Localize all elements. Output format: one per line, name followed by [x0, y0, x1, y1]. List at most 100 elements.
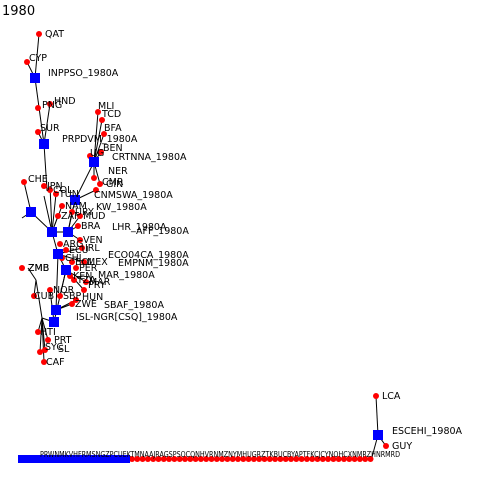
- country-label-zmb: ZMB: [28, 263, 49, 274]
- country-label-caf: CAF: [46, 357, 65, 368]
- country-node-zmb: [19, 265, 25, 271]
- strip-node: [303, 456, 310, 462]
- country-label-ken: KEN: [73, 271, 92, 282]
- country-label-ven: VEN: [83, 235, 103, 246]
- country-node-zaf: [55, 213, 61, 219]
- cluster-nodes: [26, 73, 383, 440]
- cluster-node-inppso: [30, 73, 40, 83]
- cluster-node-kw: [26, 207, 36, 217]
- strip-node: [182, 456, 188, 462]
- strip-node: [272, 456, 279, 462]
- country-node-mex: [81, 259, 87, 265]
- strip-node: [309, 456, 316, 462]
- country-label-hnd: HND: [54, 96, 76, 107]
- country-label-tcd: TCD: [101, 109, 121, 120]
- country-node-hnd: [47, 101, 53, 107]
- cluster-label-inppso: INPPSO_1980A: [48, 68, 119, 79]
- country-label-bfa: BFA: [104, 123, 122, 134]
- country-label-nor: NOR: [53, 285, 75, 296]
- country-label-gin: GIN: [106, 179, 123, 190]
- country-node-bra: [75, 223, 81, 229]
- strip-node: [171, 456, 178, 462]
- country-label-zaf: ZAF: [61, 211, 79, 222]
- country-node-nam: [59, 203, 65, 209]
- strip-node: [150, 456, 157, 462]
- country-node-ben: [98, 149, 104, 155]
- cluster-label-mar: MAR_1980A: [98, 270, 155, 281]
- country-label-lca: LCA: [382, 391, 401, 402]
- country-label-sbp: SBP: [63, 291, 82, 302]
- country-node-syc: [42, 347, 48, 353]
- country-label-arg: ARG: [63, 239, 83, 250]
- country-label-mar: MAR: [89, 277, 111, 288]
- country-label-ner: NER: [108, 166, 128, 177]
- country-label-cmr: CMR: [102, 177, 124, 188]
- strip-node: [250, 456, 257, 462]
- country-label-mud: MUD: [83, 211, 105, 222]
- strip-node: [261, 456, 268, 462]
- country-node-pry: [81, 287, 87, 293]
- country-label-zmb: ZMB: [28, 263, 49, 274]
- cluster-node-escehi: [373, 430, 383, 440]
- country-label-nam: NAM: [65, 201, 87, 212]
- country-label-bra: BRA: [81, 221, 101, 232]
- country-label-bol: BOL: [75, 257, 95, 268]
- country-node-tun: [53, 191, 59, 197]
- cluster-node-cnmswa: [70, 195, 80, 205]
- strip-node: [134, 456, 141, 462]
- cluster-label-empnm: EMPNM_1980A: [118, 258, 189, 269]
- country-label-syc: SYC: [45, 342, 63, 353]
- country-node-bfa: [101, 131, 107, 137]
- strip-node: [356, 456, 363, 462]
- country-node-qat: [36, 31, 42, 37]
- country-label-zwe: ZWE: [75, 299, 97, 310]
- strip-node: [176, 456, 183, 462]
- country-label-tza: TZA: [76, 275, 96, 286]
- country-node-ven: [77, 237, 83, 243]
- strip-node: [160, 456, 167, 462]
- country-node-sl: [37, 349, 43, 355]
- country-node-ury: [69, 209, 75, 215]
- node-labels: INPPSO_1980A PRPDVM_1980A CRTNNA_1980A CNMS…: [28, 29, 463, 452]
- country-node-tcd: [99, 117, 105, 123]
- strip-node: [192, 456, 199, 462]
- strip-node: [288, 456, 294, 462]
- country-node-tza: [71, 277, 77, 283]
- cluster-node-empnm: [61, 265, 71, 275]
- country-label-prt: PRT: [54, 335, 72, 346]
- country-label-tun: TUN: [58, 189, 79, 200]
- cluster-label-isl: ISL-NGR[CSQ]_1980A: [76, 312, 178, 323]
- country-node-cub: [31, 293, 37, 299]
- country-node-sur: [35, 129, 41, 135]
- cluster-label-lhr: LHR_1980A: [112, 222, 167, 233]
- country-label-png: PNG: [42, 100, 62, 111]
- country-node-nor: [47, 287, 53, 293]
- country-node-png: [35, 105, 41, 111]
- cluster-label-escehi: ESCEHI_1980A: [392, 426, 463, 437]
- country-label-irl: IRL: [85, 243, 100, 254]
- strip-node: [144, 456, 151, 462]
- country-node-col: [47, 187, 53, 193]
- cluster-node-aff: [63, 227, 73, 237]
- cluster-node-isl: [49, 317, 59, 327]
- country-label-cub: CUB: [34, 291, 54, 302]
- strip-node: [335, 456, 342, 462]
- strip-node: [208, 456, 215, 462]
- country-node-per: [73, 265, 79, 271]
- country-label-sl: SL: [58, 344, 70, 355]
- strip-node: [325, 456, 332, 462]
- strip-node: [245, 456, 252, 462]
- country-node-mud: [77, 213, 83, 219]
- country-label-hti: HTI: [40, 327, 56, 338]
- strip-node: [266, 456, 273, 462]
- strip-node: [203, 456, 210, 462]
- strip-node: [166, 456, 173, 462]
- cluster-node-crtnna: [89, 157, 99, 167]
- country-label-cyp: CYP: [29, 53, 47, 64]
- strip-node: [219, 456, 226, 462]
- country-node-sbp: [57, 293, 63, 299]
- country-node-mar: [83, 279, 89, 285]
- cluster-label-sbaf: SBAF_1980A: [104, 300, 164, 311]
- country-label-sur: SUR: [40, 123, 60, 134]
- strip-node: [213, 456, 220, 462]
